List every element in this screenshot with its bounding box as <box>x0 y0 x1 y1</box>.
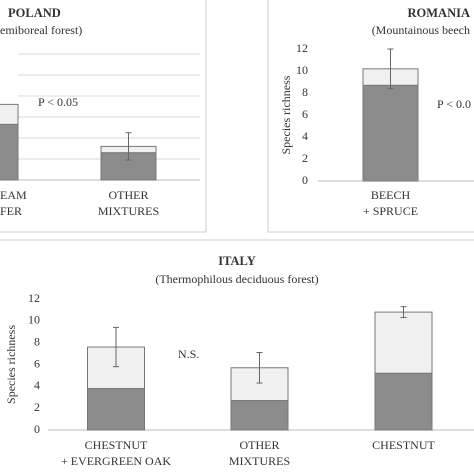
bar-segment <box>362 84 419 182</box>
y-tick-label: 6 <box>34 356 40 370</box>
x-tick-label: CHESTNUT <box>85 438 148 452</box>
panel-subtitle: (Thermophilous deciduous forest) <box>155 272 318 286</box>
y-tick-label: 2 <box>34 400 40 414</box>
panel-frame <box>0 239 474 241</box>
y-tick-label: 10 <box>296 63 308 77</box>
annotation: N.S. <box>178 347 199 361</box>
x-tick-label: BEECH <box>371 188 411 202</box>
panel-subtitle: emiboreal forest) <box>0 23 82 37</box>
x-tick-label: FER <box>0 204 22 218</box>
y-tick-label: 10 <box>28 313 40 327</box>
y-tick-label: 0 <box>302 173 308 187</box>
y-axis-label: Species richness <box>4 325 18 404</box>
y-tick-label: 4 <box>34 378 40 392</box>
panel-title: ROMANIA <box>408 6 471 20</box>
x-tick-label: OTHER <box>240 438 280 452</box>
y-axis-label: Species richness <box>279 75 293 154</box>
annotation: P < 0.0 <box>437 97 471 111</box>
x-tick-label: + SPRUCE <box>363 204 418 218</box>
y-tick-label: 0 <box>34 422 40 436</box>
y-tick-label: 12 <box>28 291 40 305</box>
bar-segment <box>374 311 433 374</box>
x-tick-label: MIXTURES <box>98 204 159 218</box>
y-tick-label: 8 <box>302 85 308 99</box>
y-tick-label: 12 <box>296 41 308 55</box>
annotation: P < 0.05 <box>38 95 78 109</box>
x-tick-label: CHESTNUT <box>372 438 435 452</box>
y-tick-label: 4 <box>302 129 308 143</box>
panel-subtitle: (Mountainous beech <box>372 23 470 37</box>
x-tick-label: + EVERGREEN OAK <box>61 454 171 468</box>
panel-frame <box>267 0 474 233</box>
panel-frame <box>0 0 207 233</box>
bar-segment <box>230 367 289 402</box>
bar-segment <box>0 123 19 181</box>
x-tick-label: OTHER <box>109 188 149 202</box>
x-tick-label: MIXTURES <box>229 454 290 468</box>
y-tick-label: 8 <box>34 334 40 348</box>
bar-segment <box>374 372 433 431</box>
y-tick-label: 6 <box>302 107 308 121</box>
bar-segment <box>230 400 289 431</box>
x-tick-label: EAM <box>0 188 27 202</box>
bar-segment <box>0 103 19 125</box>
panel-title: POLAND <box>8 6 61 20</box>
panel-title: ITALY <box>218 254 256 268</box>
y-tick-label: 2 <box>302 151 308 165</box>
bar-segment <box>87 388 145 431</box>
